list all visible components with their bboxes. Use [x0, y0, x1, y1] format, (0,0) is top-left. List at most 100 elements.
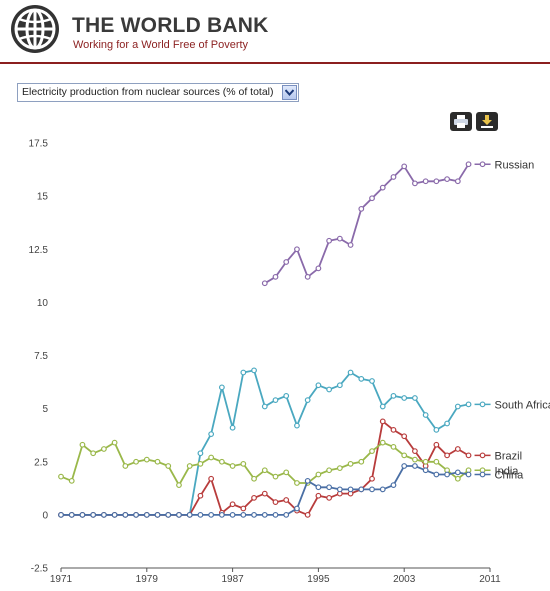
- data-point: [347, 242, 354, 248]
- data-point: [326, 484, 333, 491]
- data-point: [165, 463, 172, 469]
- data-point: [412, 180, 418, 187]
- data-point: [422, 178, 429, 185]
- data-point: [326, 467, 333, 474]
- y-tick-label: 0: [42, 510, 48, 521]
- data-point: [251, 475, 257, 482]
- y-tick-label: 7.5: [34, 351, 48, 362]
- data-point: [444, 452, 451, 459]
- data-point: [422, 467, 429, 474]
- data-point: [358, 205, 365, 212]
- data-point: [412, 448, 418, 455]
- data-point: [315, 471, 322, 478]
- data-point: [261, 490, 268, 497]
- x-tick-label: 1971: [50, 574, 73, 585]
- data-point: [272, 397, 279, 404]
- data-point: [304, 477, 311, 484]
- data-point: [326, 494, 333, 501]
- data-point: [465, 401, 472, 408]
- data-point: [304, 397, 311, 404]
- indicator-select-value: Electricity production from nuclear sour…: [22, 86, 274, 98]
- data-point: [68, 477, 75, 484]
- data-point: [390, 443, 397, 450]
- data-point: [261, 280, 268, 287]
- data-point: [412, 456, 418, 463]
- data-point: [294, 480, 300, 486]
- series-label: Russian: [495, 159, 535, 171]
- world-bank-globe-icon: [11, 5, 59, 53]
- nuclear-electricity-chart: 1971 1979 1987 1995 2003 2011 -2.5 0 2.5 5 7.5 10 12…: [29, 139, 550, 586]
- legend-marker-point: [479, 401, 486, 408]
- data-point: [240, 369, 247, 376]
- indicator-select[interactable]: Electricity production from nuclear sour…: [17, 83, 299, 102]
- data-point: [261, 403, 268, 410]
- data-point: [412, 395, 418, 401]
- data-point: [454, 446, 461, 452]
- x-tick-label: 2011: [479, 574, 501, 585]
- data-point: [379, 418, 386, 425]
- data-point: [133, 511, 139, 518]
- data-point: [422, 412, 429, 418]
- data-point: [111, 511, 118, 518]
- data-point: [401, 452, 408, 459]
- series-label: India: [495, 465, 520, 477]
- series-line: [60, 441, 470, 487]
- data-point: [369, 448, 375, 455]
- data-point: [218, 384, 225, 391]
- data-point: [90, 511, 97, 518]
- y-tick-label: 15: [37, 192, 49, 203]
- data-point: [304, 273, 311, 280]
- x-tick-label: 1995: [307, 574, 330, 585]
- data-point: [369, 475, 375, 482]
- data-point: [465, 161, 472, 168]
- data-point: [240, 511, 247, 518]
- data-point: [315, 382, 322, 389]
- data-point: [176, 482, 182, 489]
- data-point: [315, 484, 322, 491]
- y-tick-label: 10: [37, 298, 49, 309]
- data-point: [197, 511, 204, 518]
- data-point: [315, 492, 322, 499]
- data-point: [454, 469, 461, 476]
- data-point: [122, 511, 129, 518]
- data-point: [186, 511, 193, 518]
- data-point: [218, 458, 225, 465]
- data-point: [154, 511, 161, 518]
- data-point: [272, 273, 279, 280]
- series-label: South Africa: [495, 399, 550, 411]
- data-point: [347, 486, 354, 493]
- data-point: [283, 259, 290, 265]
- data-point: [197, 450, 204, 457]
- data-point: [347, 369, 354, 376]
- data-point: [412, 463, 418, 469]
- chevron-down-icon[interactable]: [282, 85, 297, 100]
- data-point: [433, 178, 440, 185]
- data-point: [229, 501, 236, 508]
- data-point: [176, 511, 182, 518]
- data-point: [401, 433, 408, 440]
- download-icon: [481, 115, 493, 128]
- data-point: [79, 441, 86, 448]
- data-point: [369, 486, 375, 493]
- legend-marker-point: [479, 471, 486, 478]
- data-point: [251, 511, 257, 518]
- x-tick-label: 1987: [221, 574, 244, 585]
- data-point: [358, 375, 365, 382]
- data-point: [100, 511, 107, 518]
- y-tick-label: 5: [42, 404, 48, 415]
- data-point: [444, 420, 451, 427]
- download-button[interactable]: [476, 112, 498, 131]
- data-point: [261, 511, 268, 518]
- data-point: [283, 511, 290, 518]
- data-point: [58, 511, 64, 518]
- data-point: [326, 386, 333, 393]
- data-point: [358, 486, 365, 493]
- data-point: [379, 403, 386, 410]
- data-point: [283, 469, 290, 476]
- print-button[interactable]: [450, 112, 472, 131]
- data-point: [79, 511, 86, 518]
- data-point: [454, 475, 461, 482]
- data-point: [294, 505, 300, 512]
- data-point: [379, 184, 386, 191]
- data-point: [433, 426, 440, 433]
